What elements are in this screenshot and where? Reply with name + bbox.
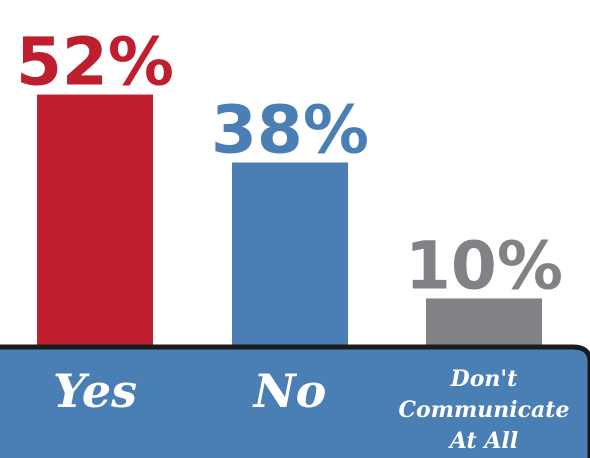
value-label: 52% [16, 24, 174, 101]
value-label: 38% [211, 92, 369, 169]
bar-yes [37, 94, 153, 350]
category-label: Yes [53, 364, 137, 418]
bar-don-t-communicate-at-all [426, 298, 542, 349]
category-band [0, 344, 590, 458]
category-label: No [252, 364, 327, 418]
category-label: Communicate [399, 397, 570, 423]
value-label: 10% [405, 227, 563, 304]
category-label: At All [448, 428, 518, 454]
labels-group: Yes No Don't Communicate At All [53, 364, 569, 454]
bars-group: 52% 38% 10% [16, 24, 563, 350]
category-label: Don't [450, 366, 518, 392]
bar-no [232, 162, 348, 349]
